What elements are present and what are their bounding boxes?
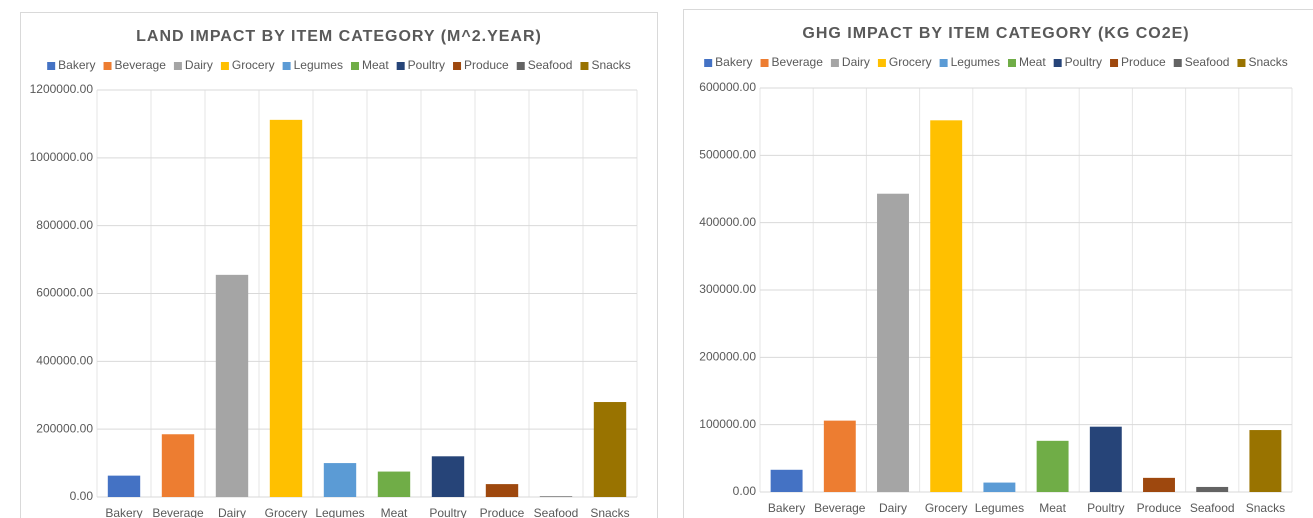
y-tick-label: 100000.00 [699,417,756,431]
legend-label: Beverage [772,55,824,69]
bar [1089,426,1122,492]
legend-label: Snacks [1248,55,1287,69]
legend-label: Grocery [889,55,932,69]
chart-frame [20,12,658,518]
chart-title: LAND IMPACT BY ITEM CATEGORY (M^2.YEAR) [136,28,542,45]
x-tick-label: Grocery [265,506,308,518]
legend-swatch [103,62,112,70]
legend-label: Grocery [232,58,275,72]
x-tick-label: Dairy [879,501,907,515]
y-tick-label: 300000.00 [699,282,756,296]
legend-swatch [760,59,769,67]
bar [377,471,411,497]
bar [1036,440,1069,492]
legend-swatch [939,59,948,67]
x-tick-label: Bakery [105,506,142,518]
bar [770,469,803,492]
legend-swatch [282,62,291,70]
legend-swatch [704,59,713,67]
x-tick-label: Seafood [1190,501,1235,515]
y-tick-label: 400000.00 [699,215,756,229]
legend-swatch [1173,59,1182,67]
y-tick-label: 500000.00 [699,148,756,162]
legend-label: Dairy [185,58,213,72]
y-tick-label: 200000.00 [36,421,93,435]
bar [323,463,357,497]
legend-label: Produce [464,58,509,72]
x-tick-label: Dairy [218,506,246,518]
legend-swatch [1110,59,1119,67]
legend-label: Produce [1121,55,1166,69]
x-tick-label: Meat [381,506,408,518]
bar [983,482,1016,492]
y-tick-label: 600000.00 [36,286,93,300]
legend-label: Poultry [1065,55,1102,69]
x-tick-label: Poultry [429,506,466,518]
legend-label: Snacks [591,58,630,72]
legend-label: Meat [1019,55,1046,69]
x-tick-label: Beverage [152,506,204,518]
bar [107,475,141,497]
y-tick-label: 400000.00 [36,354,93,368]
y-tick-label: 1200000.00 [30,82,94,96]
x-tick-label: Produce [480,506,525,518]
x-tick-label: Grocery [925,501,968,515]
x-tick-label: Produce [1137,501,1182,515]
chart-frame [683,9,1313,518]
legend-swatch [173,62,182,70]
bar [1143,477,1175,492]
legend-swatch [580,62,589,70]
bar [215,274,249,497]
legend-swatch [220,62,229,70]
bar [823,420,856,492]
legend-swatch [1007,59,1016,67]
legend-swatch [453,62,462,70]
x-tick-label: Beverage [814,501,866,515]
x-tick-label: Meat [1039,501,1066,515]
legend-label: Legumes [951,55,1000,69]
legend-swatch [1237,59,1246,67]
legend-swatch [1053,59,1062,67]
x-tick-label: Snacks [590,506,629,518]
x-tick-label: Bakery [768,501,805,515]
legend-swatch [396,62,405,70]
bar [877,193,909,493]
bar [930,120,963,492]
x-tick-label: Snacks [1246,501,1285,515]
legend-label: Legumes [294,58,343,72]
legend-label: Poultry [408,58,445,72]
legend-label: Beverage [115,58,167,72]
legend-label: Meat [362,58,389,72]
y-tick-label: 200000.00 [699,350,756,364]
legend-swatch [350,62,359,70]
y-tick-label: 800000.00 [36,218,93,232]
y-tick-label: 600000.00 [699,80,756,94]
legend-swatch [47,62,56,70]
legend-label: Bakery [715,55,752,69]
bar [431,456,465,497]
bar [485,484,519,497]
x-tick-label: Seafood [534,506,579,518]
y-tick-label: 0.00 [70,489,94,503]
x-tick-label: Legumes [315,506,364,518]
legend-swatch [830,59,839,67]
legend-swatch [516,62,525,70]
legend-label: Seafood [528,58,573,72]
chart-title: GHG IMPACT BY ITEM CATEGORY (KG CO2E) [802,25,1189,42]
bar [161,434,195,497]
x-tick-label: Poultry [1087,501,1124,515]
y-tick-label: 0.00 [733,484,757,498]
bar [539,496,573,497]
legend-label: Seafood [1185,55,1230,69]
bar [1196,486,1229,492]
legend-label: Bakery [58,58,95,72]
legend-swatch [877,59,886,67]
bar [269,119,303,497]
x-tick-label: Legumes [975,501,1024,515]
y-tick-label: 1000000.00 [30,150,94,164]
bar [593,402,627,497]
legend-label: Dairy [842,55,870,69]
bar [1249,430,1282,492]
